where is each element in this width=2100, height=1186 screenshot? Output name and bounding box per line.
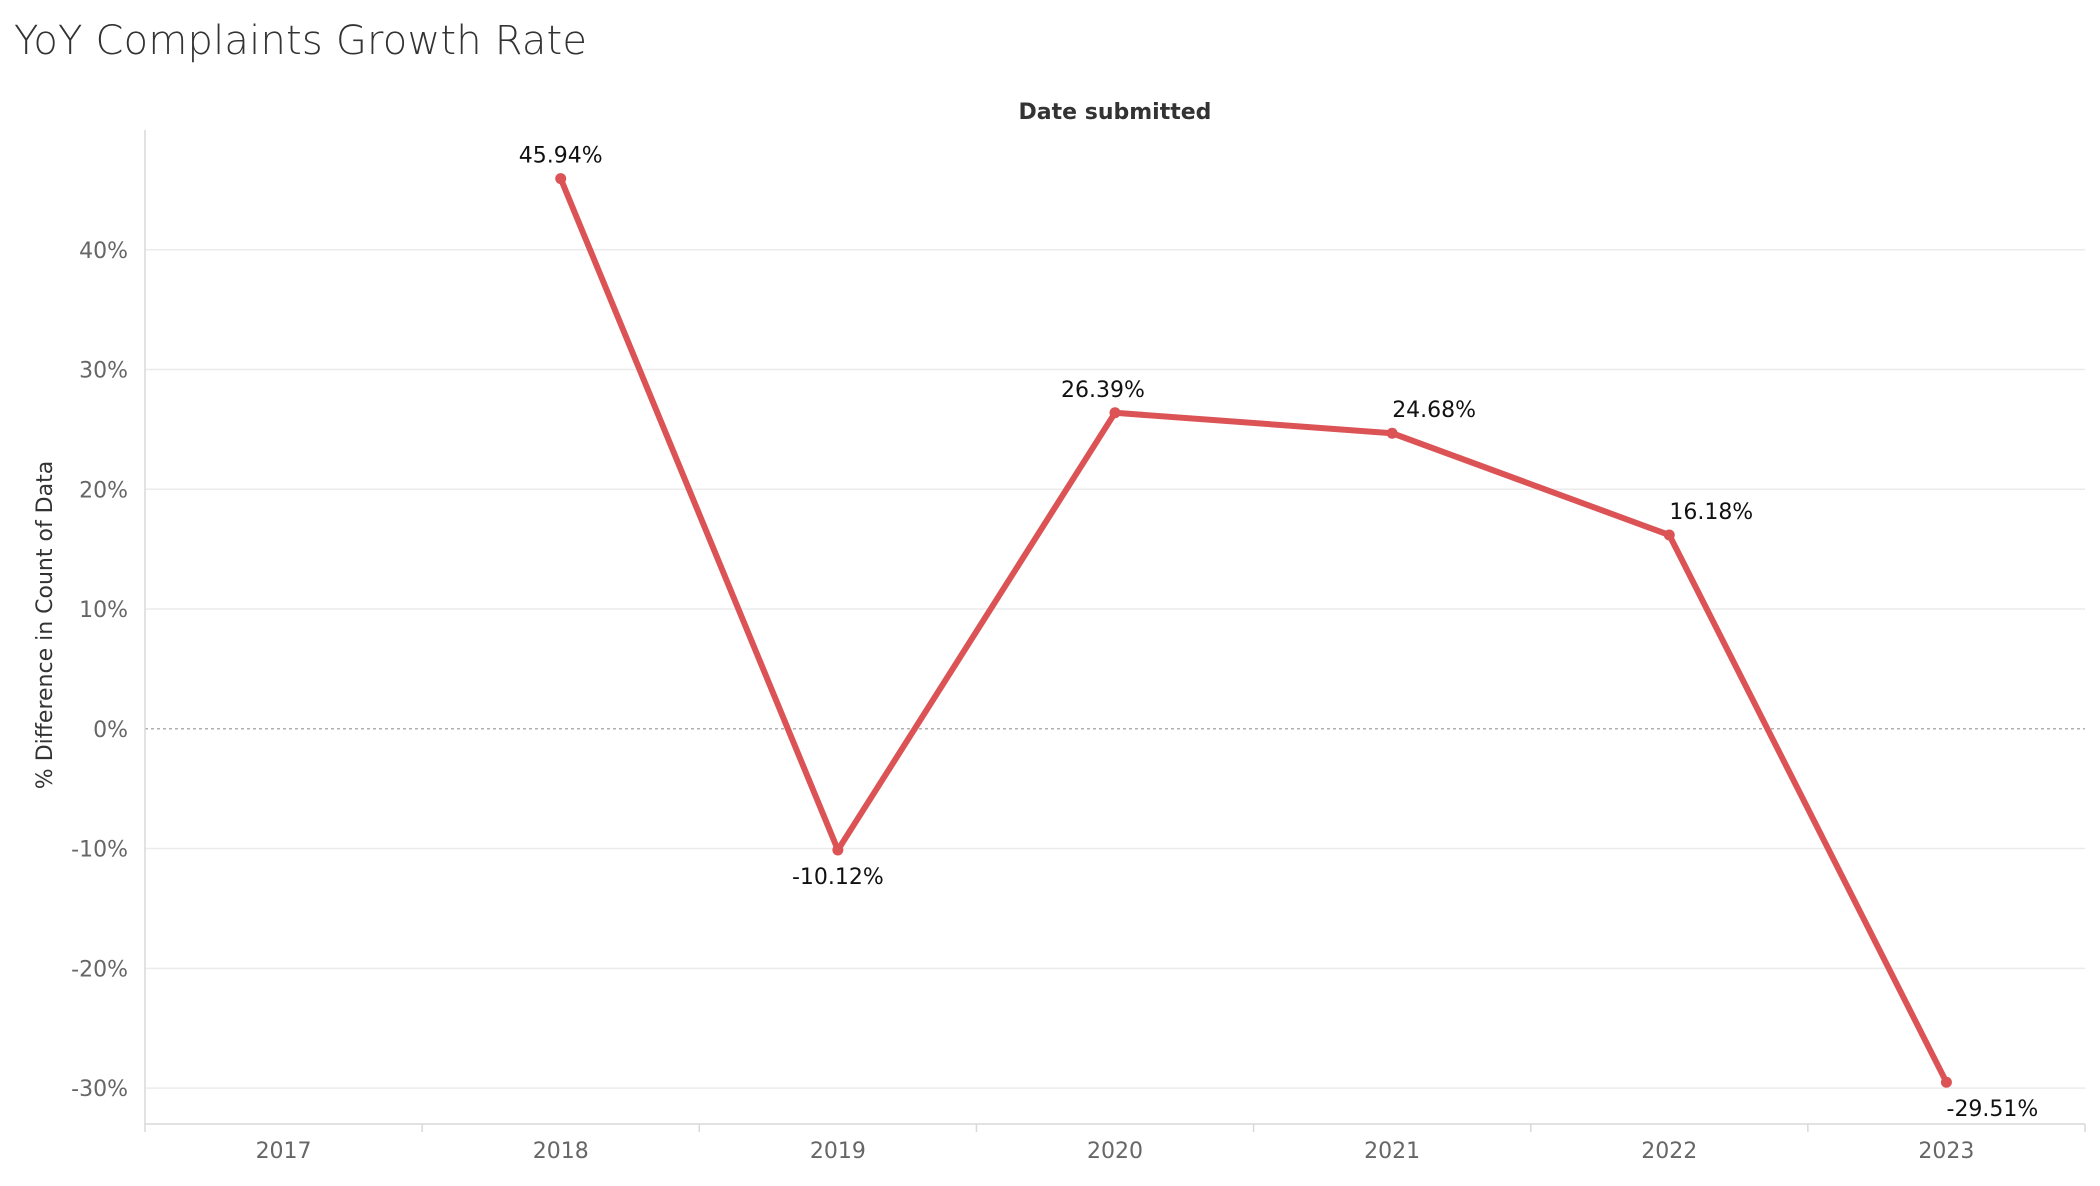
x-tick-label: 2019 bbox=[810, 1139, 866, 1164]
x-axis-title: Date submitted bbox=[1019, 100, 1212, 125]
y-tick-label: -30% bbox=[71, 1077, 128, 1102]
x-tick-labels: 2017 2018 2019 2020 2021 2022 2023 bbox=[256, 1139, 1975, 1164]
x-tick-label: 2023 bbox=[1918, 1139, 1974, 1164]
x-tick-label: 2021 bbox=[1364, 1139, 1420, 1164]
data-label: -29.51% bbox=[1947, 1097, 2039, 1122]
data-point[interactable] bbox=[832, 844, 844, 856]
x-tick-label: 2022 bbox=[1641, 1139, 1697, 1164]
x-tick-label: 2018 bbox=[533, 1139, 589, 1164]
data-label: 45.94% bbox=[519, 144, 603, 169]
data-point[interactable] bbox=[1940, 1076, 1952, 1088]
data-point[interactable] bbox=[1109, 407, 1121, 419]
x-tick-label: 2017 bbox=[256, 1139, 312, 1164]
axes: Date submitted % Difference in Count of … bbox=[33, 100, 2086, 1132]
data-label: 24.68% bbox=[1392, 398, 1476, 423]
x-tick-label: 2020 bbox=[1087, 1139, 1143, 1164]
y-axis-title: % Difference in Count of Data bbox=[33, 461, 58, 789]
data-point[interactable] bbox=[1663, 529, 1675, 541]
data-label: 26.39% bbox=[1061, 378, 1145, 403]
series-line-group bbox=[555, 173, 1952, 1088]
y-tick-label: -10% bbox=[71, 838, 128, 863]
gridlines bbox=[145, 249, 2085, 1089]
data-labels: 45.94% -10.12% 26.39% 24.68% 16.18% -29.51% bbox=[519, 144, 2039, 1123]
y-tick-labels: 40% 30% 20% 10% 0% -10% -20% -30% bbox=[71, 239, 128, 1102]
y-tick-label: -20% bbox=[71, 957, 128, 982]
chart-title: YoY Complaints Growth Rate bbox=[14, 18, 588, 64]
y-tick-label: 20% bbox=[79, 478, 128, 503]
data-label: 16.18% bbox=[1669, 500, 1753, 525]
series-line bbox=[557, 175, 1950, 1086]
data-point[interactable] bbox=[1386, 427, 1398, 439]
y-tick-label: 10% bbox=[79, 598, 128, 623]
y-tick-label: 0% bbox=[93, 718, 128, 743]
data-point[interactable] bbox=[555, 173, 567, 185]
y-tick-label: 40% bbox=[79, 239, 128, 264]
data-label: -10.12% bbox=[792, 865, 884, 890]
y-tick-label: 30% bbox=[79, 359, 128, 384]
